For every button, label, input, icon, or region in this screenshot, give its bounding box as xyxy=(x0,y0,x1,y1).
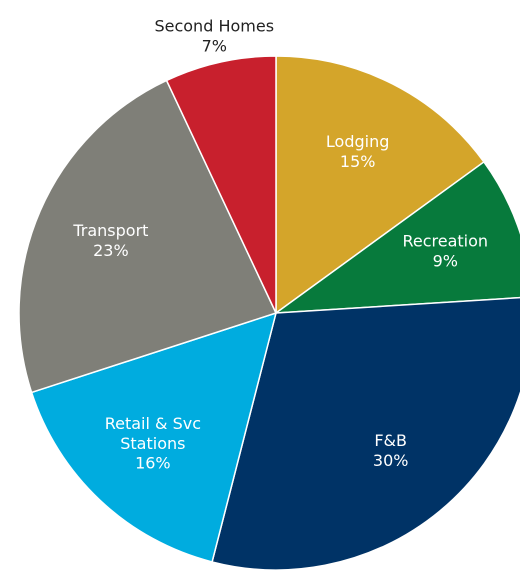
pie-slice xyxy=(273,160,520,314)
slice-label-line: Stations xyxy=(120,434,185,453)
slice-label: Recreation xyxy=(402,232,488,251)
slice-label-line: Retail & Svc xyxy=(105,414,201,433)
slice-label: Lodging xyxy=(326,132,389,151)
slice-value-label: 16% xyxy=(135,454,171,473)
slice-value-label: 30% xyxy=(373,451,409,470)
slice-value-label: 23% xyxy=(93,241,129,260)
slice-label: F&B xyxy=(374,431,407,450)
pie-slice xyxy=(165,55,277,314)
pie-slice xyxy=(30,311,278,563)
pie-slice xyxy=(275,55,485,315)
pie-slice xyxy=(211,296,520,571)
slice-value-label: 7% xyxy=(202,36,227,55)
slice-label: Transport xyxy=(72,221,148,240)
pie-slice xyxy=(18,79,278,394)
slice-label: Retail & Svc Stations xyxy=(105,414,201,453)
slice-value-label: 9% xyxy=(433,252,458,271)
slice-value-label: 15% xyxy=(340,152,376,171)
slice-label: Second Homes xyxy=(154,16,274,35)
